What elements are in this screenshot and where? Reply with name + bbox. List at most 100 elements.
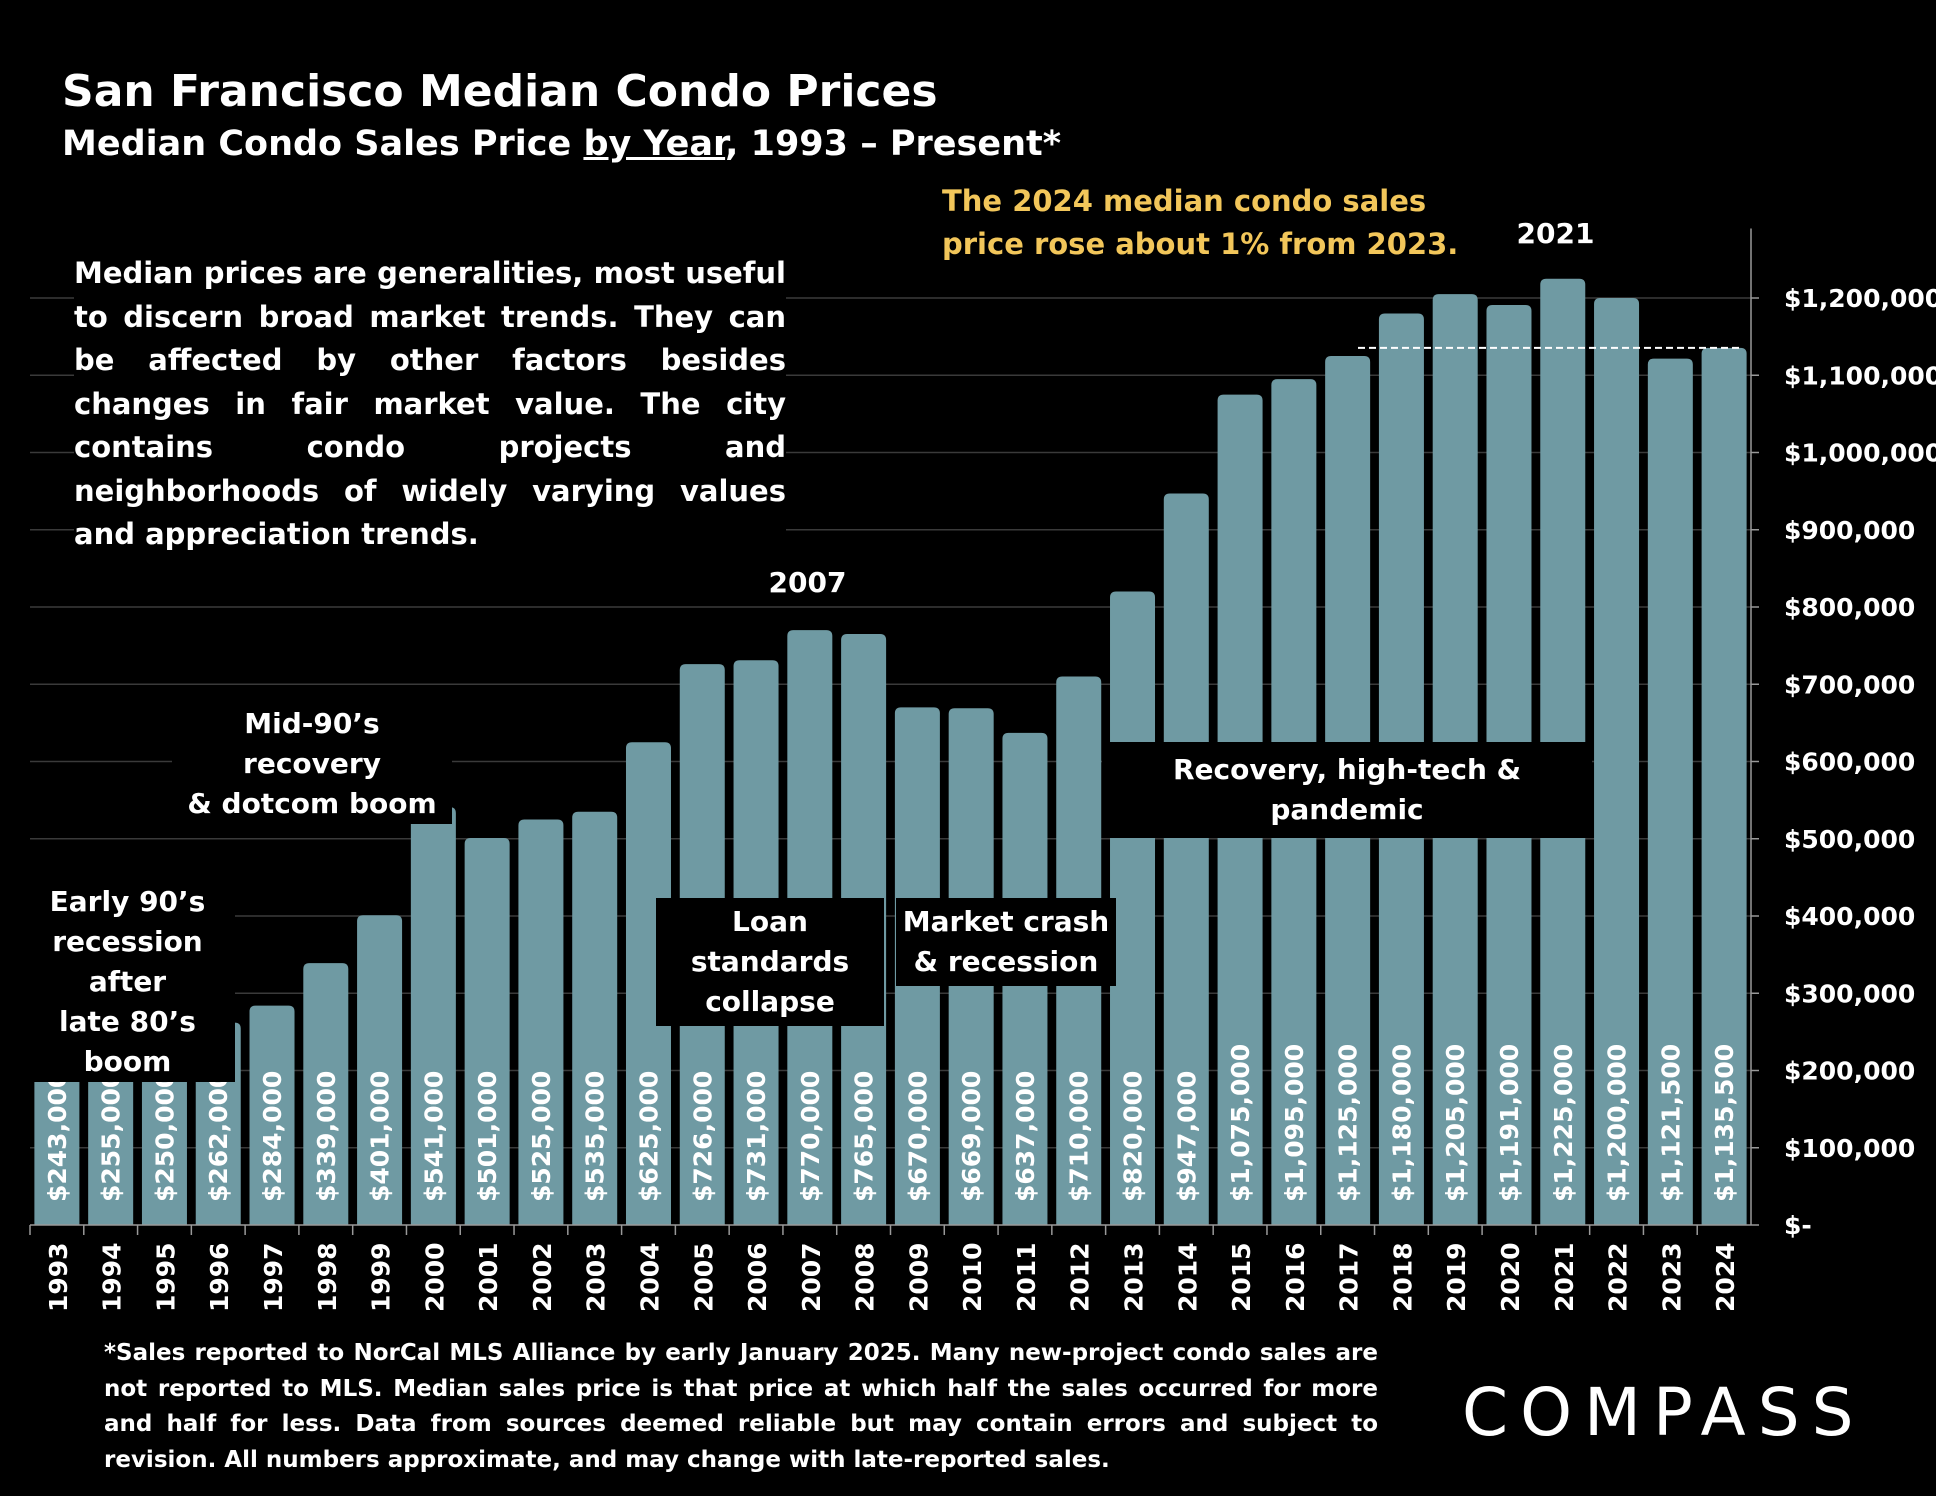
bar-value-label: $669,000: [957, 1071, 986, 1202]
x-tick-label: 2019: [1442, 1242, 1471, 1312]
bar-value-label: $1,135,500: [1710, 1044, 1739, 1202]
bar-value-label: $710,000: [1065, 1071, 1094, 1202]
annotation-line: Loan standards: [690, 905, 850, 978]
bar: [249, 1005, 295, 1225]
bar: [1163, 493, 1209, 1225]
x-tick-label: 1997: [259, 1242, 288, 1312]
compass-logo: COMPASS: [1462, 1374, 1866, 1451]
bar-value-label: $243,000: [43, 1071, 72, 1202]
subtitle-prefix: Median Condo Sales Price: [62, 124, 584, 164]
bar-value-label: $947,000: [1172, 1071, 1201, 1202]
bar-value-label: $284,000: [258, 1071, 287, 1202]
x-tick-label: 2017: [1335, 1242, 1364, 1312]
x-tick-label: 1999: [367, 1242, 396, 1312]
y-tick-label: $300,000: [1784, 979, 1915, 1008]
x-tick-label: 2002: [528, 1242, 557, 1312]
bar-value-label: $731,000: [742, 1071, 771, 1202]
annotation-recovery: Recovery, high-tech & pandemic: [1102, 742, 1592, 838]
annotation-line: recession after: [52, 925, 203, 998]
y-tick-label: $1,200,000: [1784, 284, 1936, 313]
annotation-line: Mid-90’s recovery: [243, 707, 381, 780]
bar: [357, 915, 403, 1225]
x-tick-label: 2003: [582, 1242, 611, 1312]
x-tick-label: 2012: [1066, 1242, 1095, 1312]
subtitle-underlined: by Year: [583, 124, 726, 164]
bar-value-label: $765,000: [850, 1071, 879, 1202]
x-tick-label: 2015: [1227, 1242, 1256, 1312]
bar-value-label: $726,000: [688, 1071, 717, 1202]
bar-value-label: $1,125,000: [1334, 1044, 1363, 1202]
bar-value-label: $339,000: [312, 1071, 341, 1202]
bar-value-label: $501,000: [473, 1071, 502, 1202]
x-tick-label: 2022: [1604, 1242, 1633, 1312]
y-tick-label: $900,000: [1784, 516, 1915, 545]
x-tick-label: 2005: [689, 1242, 718, 1312]
bar-value-label: $1,121,500: [1656, 1044, 1685, 1202]
x-tick-label: 2006: [743, 1242, 772, 1312]
annotation-early-90s: Early 90’s recession after late 80’s boo…: [20, 882, 235, 1082]
annotation-market-crash: Market crash & recession: [896, 898, 1116, 986]
bar: [1594, 298, 1640, 1225]
note-line: price rose about 1% from 2023.: [942, 227, 1459, 261]
x-tick-label: 2024: [1711, 1242, 1740, 1312]
y-tick-label: $500,000: [1784, 825, 1915, 854]
bar-value-label: $525,000: [527, 1071, 556, 1202]
y-tick-label: $1,100,000: [1784, 361, 1936, 390]
x-tick-label: 1994: [98, 1242, 127, 1312]
bar-value-label: $1,075,000: [1226, 1044, 1255, 1202]
annotation-loan-collapse: Loan standards collapse: [656, 898, 884, 1026]
subtitle-suffix: , 1993 – Present*: [725, 124, 1062, 164]
bar-value-label: $637,000: [1011, 1071, 1040, 1202]
x-tick-label: 2001: [474, 1242, 503, 1312]
y-tick-label: $600,000: [1784, 748, 1915, 777]
x-tick-label: 2018: [1388, 1242, 1417, 1312]
bar-value-label: $1,095,000: [1280, 1044, 1309, 1202]
x-tick-label: 2009: [904, 1242, 933, 1312]
x-tick-label: 1993: [44, 1242, 73, 1312]
x-tick-label: 2020: [1496, 1242, 1525, 1312]
yoy-note: The 2024 median condo sales price rose ab…: [942, 180, 1458, 266]
x-tick-label: 2013: [1120, 1242, 1149, 1312]
annotation-mid-90s: Mid-90’s recovery & dotcom boom: [172, 704, 452, 824]
x-tick-label: 2021: [1550, 1242, 1579, 1312]
bar-value-label: $1,200,000: [1603, 1044, 1632, 1202]
bar-value-label: $1,225,000: [1549, 1044, 1578, 1202]
bar-value-label: $250,000: [150, 1071, 179, 1202]
x-tick-label: 2023: [1657, 1242, 1686, 1312]
x-tick-label: 2007: [797, 1242, 826, 1312]
y-tick-label: $400,000: [1784, 902, 1915, 931]
x-tick-label: 2014: [1173, 1242, 1202, 1312]
x-tick-label: 1995: [151, 1242, 180, 1312]
y-tick-label: $800,000: [1784, 593, 1915, 622]
bar-value-label: $1,180,000: [1387, 1044, 1416, 1202]
annotation-line: collapse: [705, 985, 835, 1018]
bar: [410, 807, 456, 1225]
chart-subtitle: Median Condo Sales Price by Year, 1993 –…: [62, 124, 1061, 164]
bar: [303, 963, 349, 1225]
bar-value-label: $541,000: [419, 1071, 448, 1202]
x-tick-label: 2004: [635, 1242, 664, 1312]
annotation-line: & recession: [913, 945, 1099, 978]
bar: [1701, 347, 1747, 1225]
x-tick-label: 1998: [313, 1242, 342, 1312]
bar-value-label: $255,000: [97, 1071, 126, 1202]
bar: [34, 1037, 80, 1225]
annotation-peak-2021: 2021: [1516, 217, 1595, 250]
bar-value-label: $670,000: [903, 1071, 932, 1202]
bar: [518, 819, 564, 1225]
y-tick-label: $200,000: [1784, 1057, 1915, 1086]
y-tick-label: $-: [1784, 1211, 1812, 1240]
annotation-line: Early 90’s: [49, 885, 206, 918]
x-tick-label: 2011: [1012, 1242, 1041, 1312]
bar: [572, 811, 618, 1225]
chart-title: San Francisco Median Condo Prices: [62, 66, 938, 117]
y-tick-label: $700,000: [1784, 670, 1915, 699]
x-tick-label: 2010: [958, 1242, 987, 1312]
bar-value-label: $1,191,000: [1495, 1044, 1524, 1202]
bar-value-label: $820,000: [1119, 1071, 1148, 1202]
bar-value-label: $401,000: [366, 1071, 395, 1202]
x-tick-label: 2016: [1281, 1242, 1310, 1312]
note-line: The 2024 median condo sales: [942, 184, 1427, 218]
bar-value-label: $625,000: [634, 1071, 663, 1202]
bar: [1647, 358, 1693, 1225]
